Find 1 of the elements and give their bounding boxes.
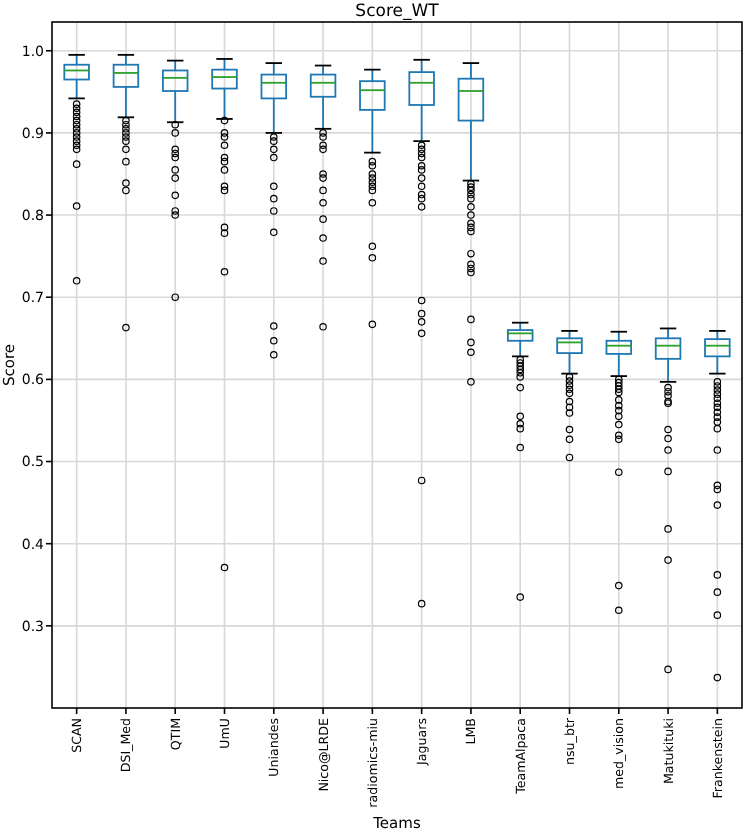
chart-title: Score_WT (355, 2, 441, 22)
